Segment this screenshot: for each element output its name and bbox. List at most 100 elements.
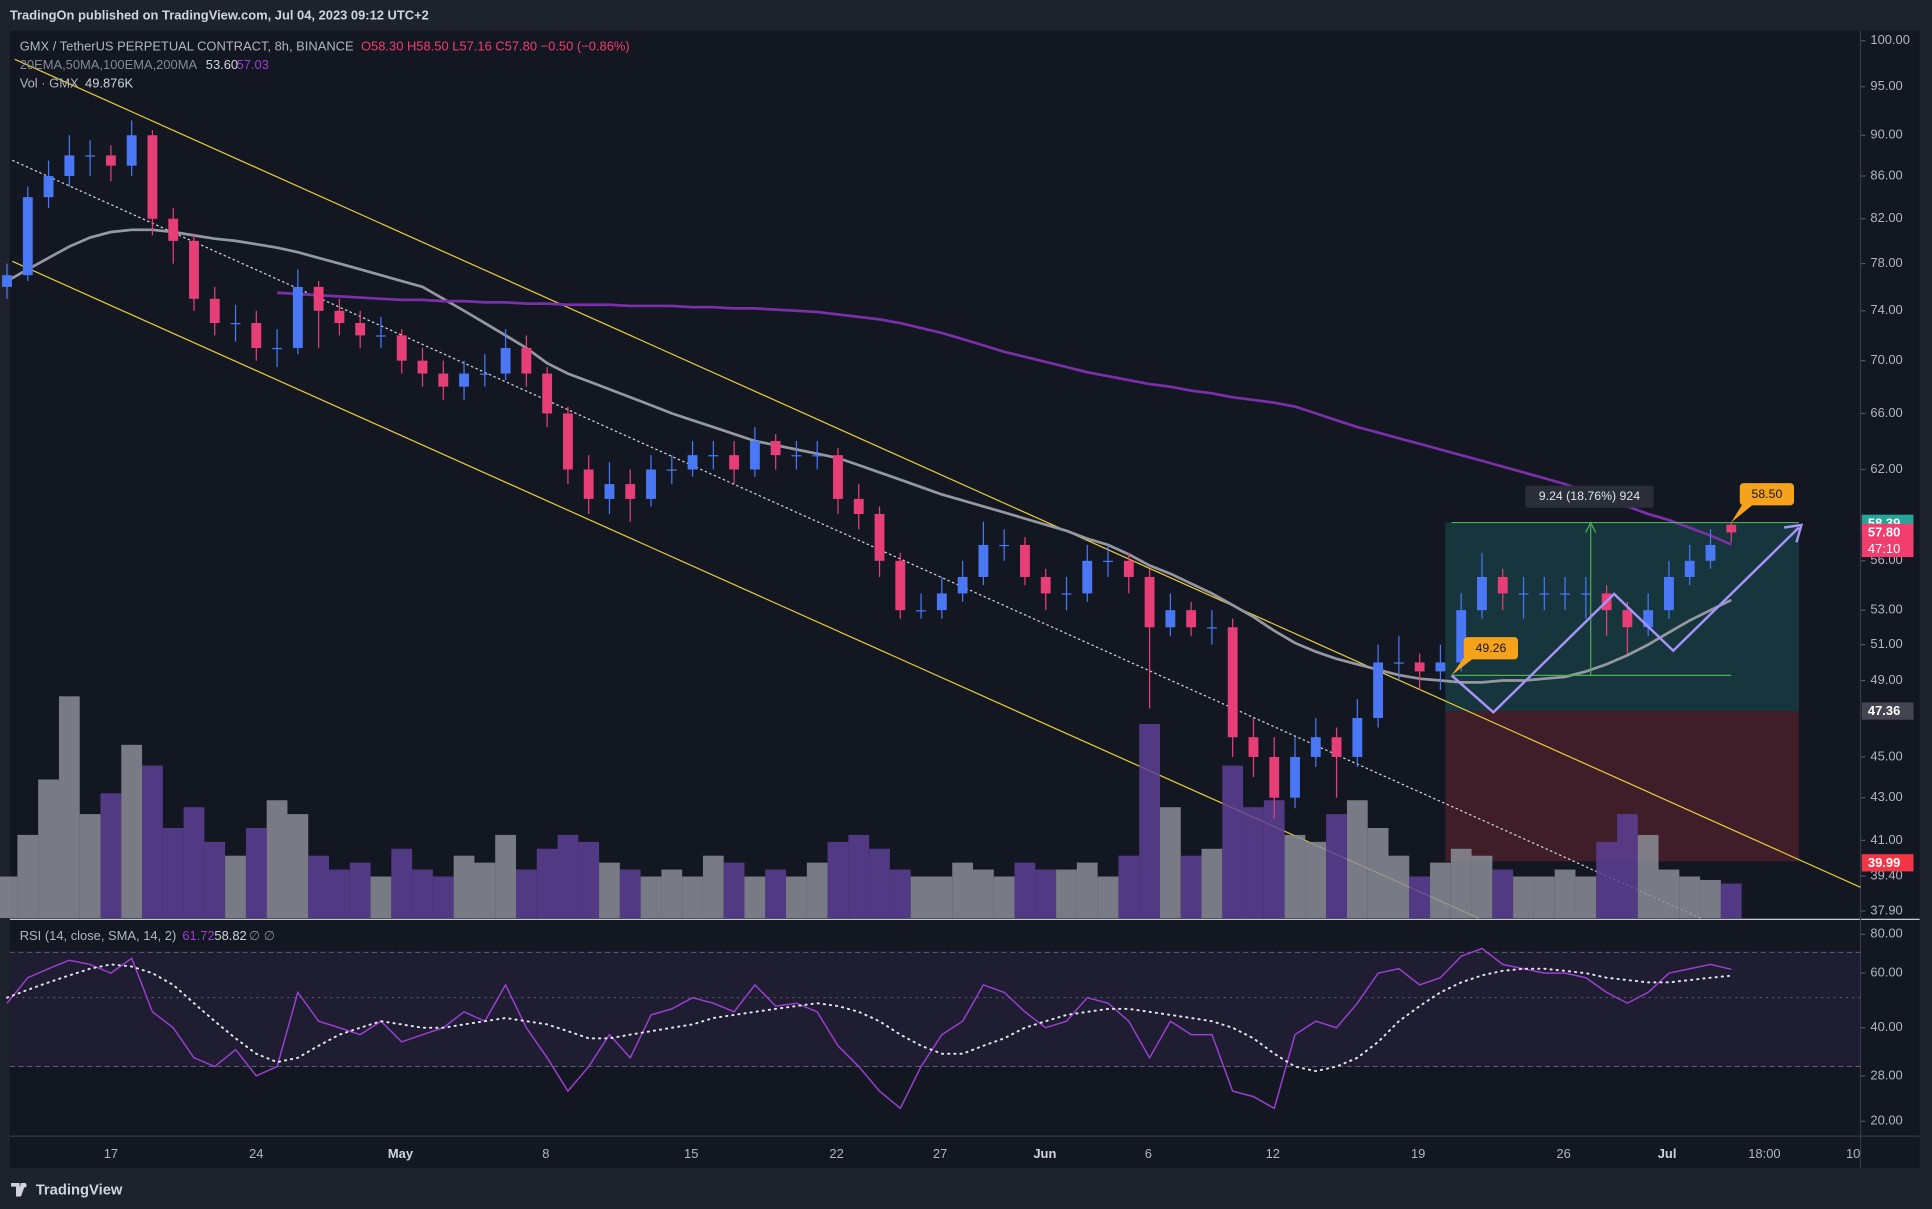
x-tick-label: Jun xyxy=(1033,1146,1056,1161)
volume-bar xyxy=(827,841,849,919)
rsi-tick-label: 80.00 xyxy=(1870,926,1902,941)
volume-bar xyxy=(661,869,683,919)
projection-path xyxy=(1450,526,1800,714)
ma-last: 53.60 xyxy=(206,57,238,72)
volume-bar xyxy=(702,855,724,919)
candle-body xyxy=(1227,627,1238,738)
callout-box xyxy=(1463,637,1518,660)
rsi-band xyxy=(9,951,1861,1068)
callout-label: 49.26 xyxy=(1475,641,1506,655)
volume-bar xyxy=(79,814,101,919)
volume-bar xyxy=(765,869,787,919)
volume-bar xyxy=(1533,876,1555,919)
volume-bar xyxy=(142,765,163,919)
countdown-box xyxy=(1861,541,1914,558)
candle-body xyxy=(812,455,823,457)
candle-body xyxy=(1061,593,1072,595)
candle-body xyxy=(1622,610,1633,628)
measure-arrow-head xyxy=(1585,521,1597,533)
drawings-front: 9.24 (18.76%) 924 49.26 58.50 xyxy=(1450,483,1804,714)
candle-body xyxy=(1123,560,1134,577)
candle-body xyxy=(376,335,386,337)
candle-body xyxy=(853,498,864,514)
volume-bar xyxy=(1118,855,1140,919)
volume-bar xyxy=(38,779,59,919)
candle-body xyxy=(292,286,303,348)
volume-bar xyxy=(17,834,39,919)
volume-bar xyxy=(349,862,371,919)
countdown: 47:10 xyxy=(1868,541,1900,556)
candle-body xyxy=(1310,737,1321,757)
y-tick-label: 49.00 xyxy=(1870,672,1902,687)
y-tick-label: 53.00 xyxy=(1870,602,1902,617)
candle-body xyxy=(1393,662,1404,664)
volume-bar xyxy=(1492,869,1514,919)
x-tick-label: 12 xyxy=(1266,1146,1280,1161)
volume-bar xyxy=(744,876,766,919)
volume-bar xyxy=(183,807,205,919)
price-label-box xyxy=(1861,702,1914,720)
volume-bar xyxy=(1201,848,1223,919)
candle-body xyxy=(770,441,781,456)
y-tick-label: 45.00 xyxy=(1870,748,1902,763)
logo-dot xyxy=(22,1183,27,1188)
series xyxy=(0,120,1861,1110)
candle-body xyxy=(1456,610,1467,663)
volume-bar xyxy=(806,862,828,919)
volume-bar xyxy=(1263,800,1285,919)
brand: TradingView xyxy=(36,1182,123,1198)
candle-body xyxy=(500,347,511,374)
candle-body xyxy=(189,240,199,299)
candle-body xyxy=(1020,544,1030,577)
candle-body xyxy=(625,484,636,499)
price-label: 47.36 xyxy=(1868,703,1900,718)
x-tick-label: 6 xyxy=(1145,1146,1152,1161)
candle-body xyxy=(1684,560,1695,577)
volume-bar xyxy=(432,876,454,919)
volume-bar xyxy=(1388,855,1410,919)
candle-body xyxy=(1206,627,1217,629)
volume-bar xyxy=(1326,814,1347,919)
candle-body xyxy=(2,275,12,287)
candle-body xyxy=(646,469,656,499)
y-tick-label: 41.00 xyxy=(1870,832,1902,847)
volume-bar xyxy=(1575,876,1597,919)
candle-body xyxy=(687,455,698,470)
volume-bar xyxy=(1409,876,1431,919)
candle-body xyxy=(1726,524,1737,533)
chart-area xyxy=(9,30,1920,1169)
y-tick-label: 74.00 xyxy=(1870,302,1902,317)
volume-bar xyxy=(1139,724,1160,919)
candle-body xyxy=(85,155,96,157)
y-tick-label: 51.00 xyxy=(1870,636,1902,651)
moving-average xyxy=(277,291,1732,546)
candle-body xyxy=(251,323,262,348)
x-tick-label: 24 xyxy=(249,1146,263,1161)
candle-body xyxy=(1664,576,1674,611)
volume-bar xyxy=(1430,862,1451,919)
candle-body xyxy=(126,135,137,166)
volume-bar xyxy=(931,876,953,919)
candle-body xyxy=(1539,593,1550,595)
candle-body xyxy=(1331,737,1342,757)
price-label: 57.80 xyxy=(1868,524,1900,539)
indicator-label: 20EMA,50MA,100EMA,200MA xyxy=(20,57,198,72)
candle-body xyxy=(916,610,927,612)
volume-bar xyxy=(266,800,288,919)
volume-bar xyxy=(1035,869,1057,919)
candle-body xyxy=(1248,737,1259,757)
candle-body xyxy=(1643,610,1654,628)
x-tick-label: 18:00 xyxy=(1748,1146,1780,1161)
volume-bar xyxy=(993,876,1015,919)
candle-body xyxy=(209,298,220,324)
x-tick-label: 26 xyxy=(1556,1146,1570,1161)
rsi-line xyxy=(6,947,1732,1110)
y-tick-label: 37.90 xyxy=(1870,902,1902,917)
candle-body xyxy=(521,347,532,374)
price-label-box xyxy=(1861,854,1914,872)
candle-body xyxy=(438,373,449,387)
x-tick-label: 19 xyxy=(1411,1146,1425,1161)
callout-box xyxy=(1739,483,1794,506)
candle-body xyxy=(355,323,366,336)
volume-bar xyxy=(162,827,184,919)
